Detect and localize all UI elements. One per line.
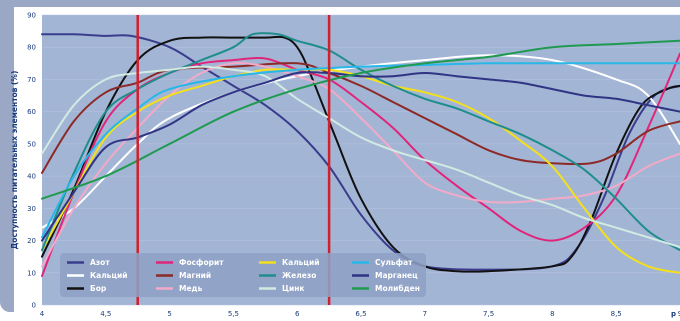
y-tick-label: 10 — [27, 269, 36, 277]
x-tick-label: 7,5 — [483, 310, 494, 318]
x-tick-label: 5,5 — [228, 310, 239, 318]
x-tick-label: 4,5 — [100, 310, 111, 318]
legend-box — [60, 253, 426, 297]
legend-label: Фосфорит — [179, 258, 224, 267]
series-line-8 — [41, 32, 680, 252]
top-bar — [0, 0, 680, 7]
y-tick-label: 70 — [27, 76, 36, 84]
legend: Азот Кальций Бор Фосфорит Магний Медь Кальций Ж… — [60, 253, 426, 297]
x-tick-label: 5 — [167, 310, 171, 318]
series-line-9 — [41, 65, 680, 248]
y-axis-label: Доступность питательных элементов (%) — [10, 71, 19, 250]
series-line-12 — [41, 39, 680, 200]
x-tick-label: 4 — [40, 310, 45, 318]
x-tick-label: 6 — [295, 310, 300, 318]
x-axis-label: p — [671, 310, 676, 318]
y-tick-label: 60 — [27, 108, 36, 116]
legend-label: Магний — [179, 271, 211, 280]
legend-label: Кальций — [282, 258, 320, 267]
legend-label: Азот — [90, 258, 110, 267]
left-bar — [0, 0, 14, 312]
x-tick-label: 8 — [550, 310, 554, 318]
legend-label: Марганец — [375, 271, 418, 280]
y-tick-label: 50 — [27, 140, 36, 148]
x-tick-label: 7 — [423, 310, 427, 318]
legend-label: Кальций — [90, 271, 128, 280]
series-line-1 — [41, 33, 680, 271]
legend-label: Бор — [90, 284, 107, 293]
legend-label: Сульфат — [375, 258, 413, 267]
y-tick-label: 80 — [27, 44, 36, 52]
y-tick-label: 30 — [27, 205, 36, 213]
y-tick-label: 20 — [27, 237, 36, 245]
x-tick-label: 6,5 — [355, 310, 366, 318]
series-line-6 — [41, 62, 680, 268]
y-tick-label: 90 — [27, 12, 36, 20]
legend-label: Молибден — [375, 284, 420, 293]
legend-label: Медь — [179, 284, 203, 293]
series-line-10 — [41, 62, 680, 239]
legend-label: Железо — [282, 271, 316, 280]
x-tick-label: 9 — [678, 310, 680, 318]
y-tick-label: 0 — [32, 302, 36, 310]
y-tick-label: 40 — [27, 173, 36, 181]
x-tick-label: 8,5 — [611, 310, 622, 318]
legend-label: Цинк — [282, 284, 305, 293]
series-line-11 — [41, 71, 680, 242]
